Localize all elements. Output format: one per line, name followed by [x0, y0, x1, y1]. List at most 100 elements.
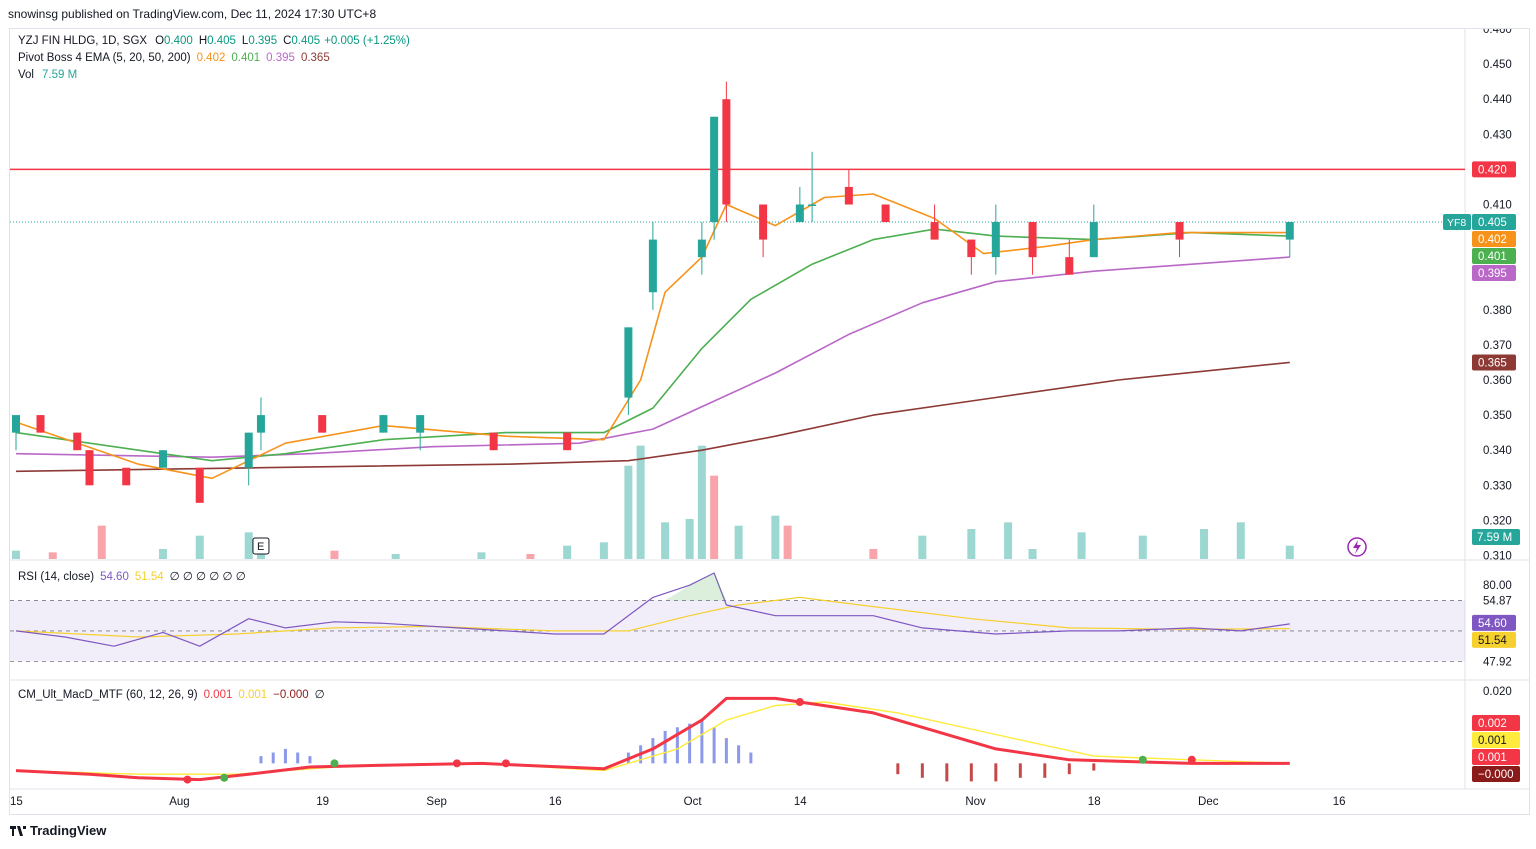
vol-value: 7.59 M	[42, 69, 78, 81]
chart-frame[interactable]: E 0.460 0.450 0.440 0.430 0.410 0.380 0.370 0.36…	[9, 28, 1530, 815]
macd-histogram-bar	[920, 763, 924, 778]
macd-cross-dot	[452, 759, 461, 768]
volume-bar	[1285, 545, 1294, 559]
time-axis-label: 18	[1088, 796, 1101, 808]
price-badge	[1472, 161, 1516, 178]
volume-bar	[391, 554, 400, 559]
macd-badge	[1472, 732, 1520, 748]
symbol-tag-label: YF8	[1447, 217, 1466, 229]
price-tick-label: 0.340	[1483, 445, 1512, 457]
price-badge	[1472, 354, 1516, 371]
macd-line	[15, 696, 1290, 782]
rsi-axis-label: 80.00	[1483, 580, 1512, 592]
price-badge	[1472, 231, 1516, 248]
price-badge-label: 0.395	[1478, 268, 1507, 280]
rsi-ma-line	[15, 596, 1290, 638]
macd-histogram-bar	[259, 756, 263, 764]
volume-bar	[624, 465, 633, 559]
candle-body	[1089, 222, 1098, 258]
candle-body	[624, 327, 633, 398]
candle-body	[881, 204, 890, 223]
ema20-value: 0.401	[231, 52, 261, 64]
earnings-marker-label: E	[257, 541, 264, 553]
candle-body	[36, 415, 45, 433]
chart-canvas[interactable]: E 0.460 0.450 0.440 0.430 0.410 0.380 0.370 0.36…	[10, 29, 1529, 814]
tradingview-footer[interactable]: TradingView	[10, 823, 106, 838]
time-axis-label: Aug	[169, 796, 189, 808]
macd-badge-label: 0.002	[1478, 718, 1507, 730]
ohlc-o-key: O	[155, 35, 165, 47]
macd-histogram-bar	[969, 763, 973, 782]
brand-name: TradingView	[30, 823, 107, 838]
rsi-overbought-fill	[665, 573, 727, 601]
macd-histogram-bar	[749, 752, 753, 764]
macd-histogram-bar	[308, 756, 312, 764]
candle-body	[85, 450, 94, 486]
rsi-badge-label: 51.54	[1478, 635, 1507, 647]
price-badge	[1472, 248, 1516, 265]
time-axis-label: Dec	[1198, 796, 1219, 808]
volume-bar	[1200, 529, 1209, 559]
rsi-extra: ∅ ∅ ∅ ∅ ∅ ∅	[169, 571, 246, 583]
volume-bar	[967, 529, 976, 559]
rsi-badge	[1472, 614, 1516, 631]
candle-body	[195, 467, 204, 503]
ohlc-l-key: L	[241, 35, 249, 47]
ema20-line	[15, 228, 1290, 462]
macd-cross-dot	[183, 775, 192, 784]
candle-body	[759, 204, 768, 240]
symbol-tag-badge	[1443, 214, 1471, 231]
candle-body	[244, 432, 253, 468]
candle-body	[1028, 222, 1037, 258]
symbol-label: YZJ FIN HLDG, 1D, SGX	[18, 35, 148, 47]
candle-body	[991, 222, 1000, 258]
price-tick-label: 0.310	[1483, 550, 1512, 562]
publisher-header: snowinsg published on TradingView.com, D…	[8, 7, 377, 21]
macd-histogram-bar	[737, 745, 741, 764]
macd-badge-label: 0.001	[1478, 752, 1507, 764]
candle-body	[808, 204, 817, 206]
candle-body	[563, 432, 572, 451]
macd-badge	[1472, 715, 1520, 731]
volume-bar	[158, 549, 167, 559]
volume-bar	[1028, 549, 1037, 559]
macd-cross-dot	[501, 759, 510, 768]
volume-bar	[526, 554, 535, 559]
volume-bar	[1004, 522, 1013, 559]
volume-bar	[195, 535, 204, 559]
macd-axis-label: 0.020	[1483, 686, 1512, 698]
ema200-line	[15, 361, 1290, 473]
volume-bar	[661, 522, 670, 559]
macd-histogram-bar	[724, 738, 728, 764]
macd-histogram-bar	[663, 730, 667, 764]
candle-body	[73, 432, 82, 451]
macd-histogram-bar	[1043, 763, 1047, 778]
price-badge-label: 0.401	[1478, 251, 1507, 263]
macd-histogram-bar	[896, 763, 900, 775]
price-badge-label: 0.402	[1478, 234, 1507, 246]
tradingview-logo-icon	[10, 826, 26, 836]
price-tick-label: 0.320	[1483, 515, 1512, 527]
volume-bar	[599, 542, 608, 559]
ohlc-h-key: H	[198, 35, 208, 47]
candle-body	[795, 204, 804, 223]
time-axis-label: 14	[794, 796, 807, 808]
volume-bar	[330, 550, 339, 559]
volume-bar	[12, 550, 20, 559]
candle-body	[722, 99, 731, 205]
macd-histogram-bar	[994, 763, 998, 782]
price-badge	[1472, 265, 1516, 282]
vol-label: Vol	[18, 69, 34, 81]
volume-bar	[783, 525, 792, 559]
ema-label: Pivot Boss 4 EMA (5, 20, 50, 200)	[18, 52, 191, 64]
volume-bar	[636, 445, 645, 559]
macd-badge-label: 0.001	[1478, 735, 1507, 747]
price-tick-label: 0.370	[1483, 340, 1512, 352]
macd-extra: ∅	[314, 689, 325, 701]
macd-cross-dot	[1187, 755, 1196, 764]
ema-legend: Pivot Boss 4 EMA (5, 20, 50, 200) 0.402 0.…	[18, 52, 333, 64]
price-tick-label: 0.460	[1483, 29, 1512, 36]
candle-body	[416, 415, 425, 433]
macd-histogram-bar	[1067, 763, 1071, 775]
volume-bar	[697, 445, 706, 559]
